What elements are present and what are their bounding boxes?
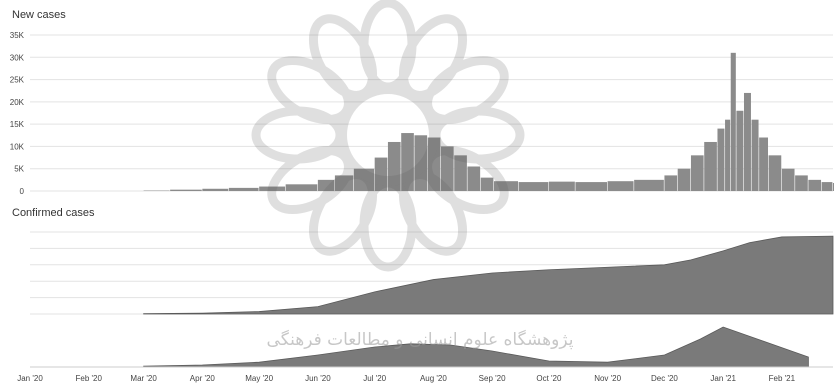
new-cases-bar	[493, 181, 519, 191]
new-cases-bar	[833, 182, 834, 191]
new-cases-bar	[759, 137, 769, 191]
x-tick-label: Nov '20	[594, 374, 621, 383]
x-tick-label: Oct '20	[536, 374, 562, 383]
watermark-petal	[308, 14, 378, 100]
new-cases-bar	[427, 137, 441, 191]
y-tick-label: 5K	[14, 165, 24, 174]
x-tick-label: Dec '20	[651, 374, 678, 383]
new-cases-bar	[730, 52, 736, 192]
new-cases-bar	[664, 175, 678, 191]
watermark-petal	[431, 106, 525, 164]
confirmed-cases-title: Confirmed cases	[12, 207, 95, 219]
new-cases-bar	[677, 168, 691, 191]
x-tick-label: Jan '20	[17, 374, 43, 383]
new-cases-bar	[353, 168, 375, 191]
new-cases-bar	[259, 186, 286, 191]
navigator-series-area	[143, 326, 809, 368]
new-cases-bar	[575, 182, 608, 191]
new-cases-bar	[480, 177, 494, 191]
x-axis-ticks: Jan '20 Feb '20 Mar '20 Apr '20 May '20 Jun '…	[17, 374, 795, 383]
new-cases-bar	[202, 188, 229, 191]
new-cases-bar	[690, 155, 704, 191]
x-tick-label: Jan '21	[710, 374, 736, 383]
new-cases-bar	[414, 135, 428, 191]
new-cases-bar	[440, 146, 454, 191]
new-cases-bar	[334, 175, 354, 191]
x-tick-label: Feb '20	[75, 374, 102, 383]
new-cases-y-axis: 0 5K 10K 15K 20K 25K 30K 35K	[10, 31, 25, 196]
y-tick-label: 30K	[10, 53, 25, 62]
x-tick-label: Mar '20	[130, 374, 157, 383]
watermark-core	[337, 84, 439, 186]
x-tick-label: May '20	[245, 374, 273, 383]
new-cases-bar	[781, 168, 795, 191]
new-cases-bar	[634, 179, 664, 191]
watermark-petal	[398, 14, 468, 100]
new-cases-bar	[607, 181, 634, 191]
new-cases-bar	[454, 155, 467, 191]
confirmed-cases-chart: Confirmed cases	[12, 207, 834, 315]
new-cases-title: New cases	[12, 9, 66, 21]
watermark-petal	[308, 170, 378, 256]
navigator-chart: Jan '20 Feb '20 Mar '20 Apr '20 May '20 Jun '…	[17, 326, 833, 383]
x-tick-label: Jul '20	[363, 374, 386, 383]
watermark-text: پژوهشگاه علوم انسانی و مطالعات فرهنگی	[267, 329, 574, 350]
y-tick-label: 25K	[10, 76, 25, 85]
watermark-petal	[359, 0, 417, 92]
new-cases-bar	[374, 157, 388, 191]
new-cases-bar	[808, 179, 822, 191]
y-tick-label: 35K	[10, 31, 25, 40]
new-cases-bar	[228, 187, 259, 191]
watermark-petal	[423, 55, 509, 125]
new-cases-bar	[704, 141, 717, 191]
confirmed-cases-area	[143, 235, 834, 315]
watermark-petal	[267, 145, 353, 215]
new-cases-bars	[143, 52, 834, 192]
new-cases-bar	[548, 181, 575, 191]
new-cases-bar	[768, 155, 782, 191]
watermark-petal	[359, 178, 417, 272]
new-cases-bar	[317, 179, 335, 191]
new-cases-bar	[725, 119, 731, 191]
new-cases-bar	[518, 182, 549, 191]
new-cases-bar	[821, 182, 833, 191]
new-cases-bar	[795, 175, 808, 191]
y-tick-label: 20K	[10, 98, 25, 107]
new-cases-bar	[170, 189, 202, 191]
new-cases-bar	[751, 119, 759, 191]
confirmed-area	[143, 235, 834, 315]
x-tick-label: Aug '20	[420, 374, 447, 383]
watermark-petal	[398, 170, 468, 256]
watermark-petal	[423, 145, 509, 215]
watermark-petal	[267, 55, 353, 125]
watermark-petal	[251, 106, 345, 164]
x-tick-label: Jun '20	[305, 374, 331, 383]
new-cases-bar	[743, 92, 751, 191]
x-tick-label: Apr '20	[190, 374, 216, 383]
navigator-area	[30, 326, 833, 368]
new-cases-bar	[717, 128, 725, 191]
x-tick-label: Feb '21	[769, 374, 796, 383]
y-tick-label: 10K	[10, 142, 25, 151]
x-tick-label: Sep '20	[479, 374, 506, 383]
y-tick-label: 0	[20, 187, 25, 196]
new-cases-bar	[467, 166, 481, 191]
y-tick-label: 15K	[10, 120, 25, 129]
new-cases-bar	[401, 133, 414, 191]
new-cases-bar	[736, 110, 744, 191]
new-cases-chart: New cases 0 5K 10K 15K 20K 25K 30K 35K	[10, 9, 834, 196]
new-cases-bar	[387, 141, 401, 191]
new-cases-bar	[285, 184, 318, 191]
watermark	[251, 0, 525, 272]
